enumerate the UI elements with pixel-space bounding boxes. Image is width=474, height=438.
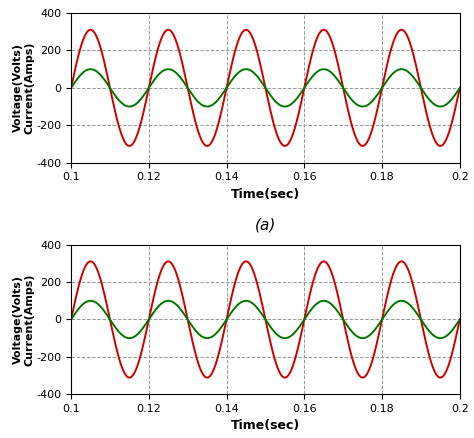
X-axis label: Time(sec): Time(sec) bbox=[231, 420, 300, 432]
Y-axis label: Voltage(Volts)
Current(Amps): Voltage(Volts) Current(Amps) bbox=[13, 273, 35, 366]
Text: (a): (a) bbox=[255, 218, 276, 233]
Y-axis label: Voltage(Volts)
Current(Amps): Voltage(Volts) Current(Amps) bbox=[13, 42, 35, 134]
X-axis label: Time(sec): Time(sec) bbox=[231, 188, 300, 201]
